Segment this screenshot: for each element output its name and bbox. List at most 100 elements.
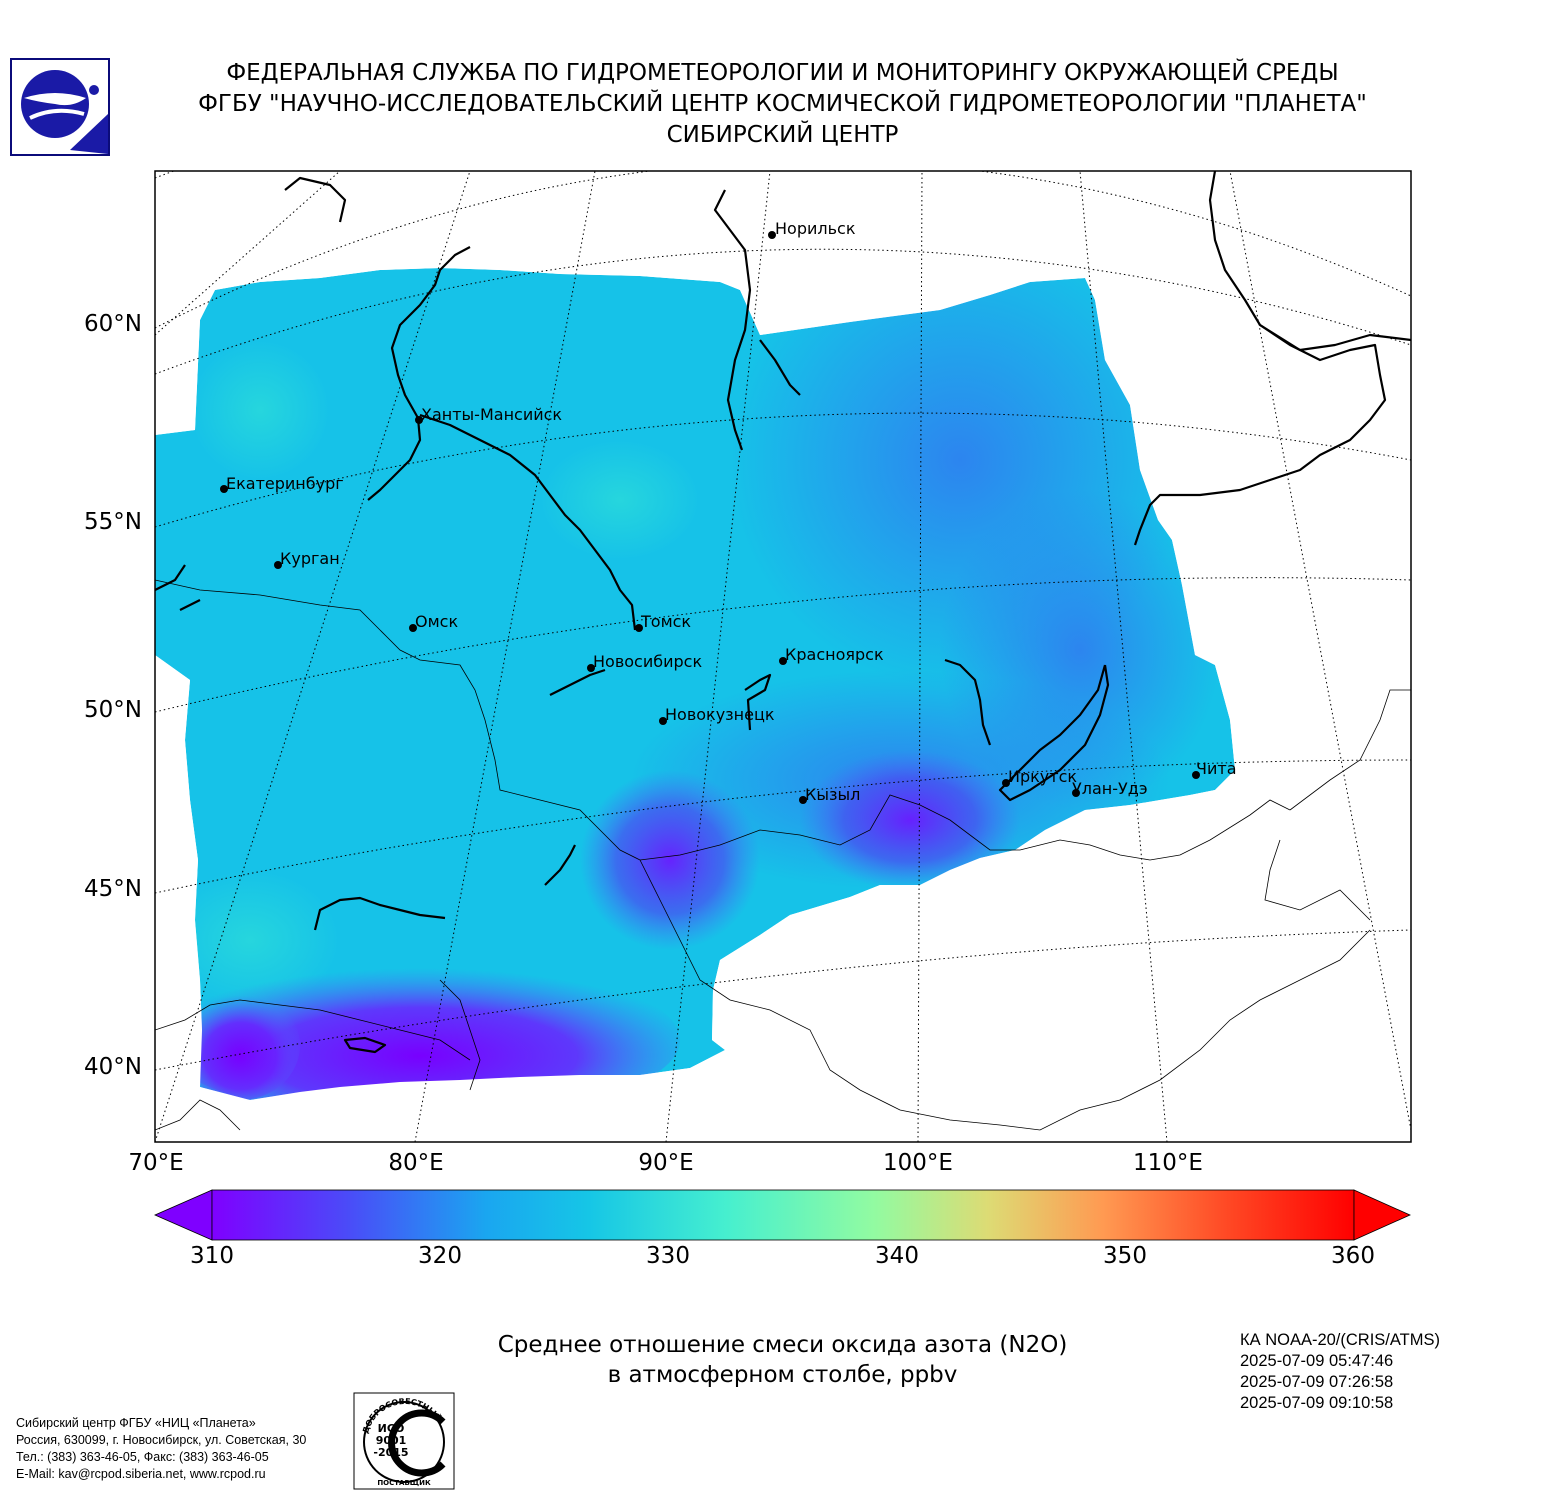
product-title-line-1: Среднее отношение смеси оксида азота (N2… (497, 1332, 1068, 1358)
border-cn-mn (639, 859, 1371, 1131)
city-label-krasnoyarsk: Красноярск (785, 645, 884, 664)
coverage-mask (0, 0, 1550, 1160)
lon-label-90: 90°E (638, 1150, 694, 1176)
lake-zaysan (544, 844, 576, 886)
border-ru-mn (639, 794, 1291, 861)
colorbar-tick-320: 320 (418, 1243, 462, 1269)
header-line-1: ФЕДЕРАЛЬНАЯ СЛУЖБА ПО ГИДРОМЕТЕОРОЛОГИИ … (226, 60, 1339, 86)
lon-label-100: 100°E (883, 1150, 953, 1176)
colorbar-max-extend (1353, 1189, 1411, 1241)
river-angara (944, 658, 992, 746)
product-title: Среднее отношение смеси оксида азота (N2… (370, 1330, 1195, 1390)
lat-label-40: 40°N (84, 1054, 142, 1080)
colorbar-tick-340: 340 (875, 1243, 919, 1269)
parallel-70 (155, 171, 176, 179)
lake-issykkul (343, 1036, 387, 1054)
low-area-southwest (180, 990, 300, 1100)
iso-center-3: -2015 (373, 1446, 408, 1459)
country-borders (155, 579, 1411, 1131)
city-label-tomsk: Томск (640, 612, 691, 631)
footer-line-3: Тел.: (383) 363-46-05, Факс: (383) 363-4… (16, 1450, 269, 1464)
footer-line-1: Сибирский центр ФГБУ «НИЦ «Планета» (16, 1416, 256, 1430)
satellite-time-1: 2025-07-09 05:47:46 (1240, 1352, 1394, 1370)
product-title-line-2: в атмосферном столбе, ppbv (607, 1362, 958, 1388)
colorbar (154, 1189, 1411, 1241)
map-frame (154, 170, 1412, 1143)
lon-label-110: 110°E (1133, 1150, 1203, 1176)
city-dot-novokuznetsk (659, 717, 667, 725)
graticule (155, 171, 1411, 1142)
border-ru-kz (155, 579, 641, 861)
colorbar-tick-310: 310 (190, 1243, 234, 1269)
lon-label-70: 70°E (128, 1150, 184, 1176)
lon-label-80: 80°E (388, 1150, 444, 1176)
colorbar-tick-350: 350 (1103, 1243, 1147, 1269)
colorbar-gradient (211, 1189, 1355, 1241)
city-dot-kurgan (274, 561, 282, 569)
city-label-kurgan: Курган (280, 549, 340, 568)
satellite-time-2: 2025-07-09 07:26:58 (1240, 1373, 1394, 1391)
header-line-2: ФГБУ "НАУЧНО-ИССЛЕДОВАТЕЛЬСКИЙ ЦЕНТР КОС… (198, 91, 1367, 117)
city-label-ulan-ude: Улан-Удэ (1072, 779, 1148, 798)
city-dot-kyzyl (799, 796, 807, 804)
coast-west (155, 564, 201, 611)
coast-yamal (284, 176, 347, 223)
teal-patch-1 (540, 440, 700, 560)
lake-baikal (998, 664, 1110, 802)
iso-center-2: 9001 (376, 1434, 407, 1447)
parallel-45 (155, 759, 1411, 894)
city-dot-krasnoyarsk (779, 657, 787, 665)
parallel-60 (155, 171, 1411, 329)
city-dot-khanty-mansiysk (415, 416, 423, 424)
parallel-50-upper (155, 577, 1411, 713)
header-line-3: СИБИРСКИЙ ЦЕНТР (666, 122, 899, 148)
meridian-90 (665, 171, 771, 1142)
city-dot-omsk (409, 624, 417, 632)
low-area-tuva (800, 750, 1020, 890)
teal-patch-3 (190, 340, 330, 480)
city-markers (220, 231, 1200, 804)
river-yenisei-south (744, 673, 772, 731)
city-label-chita: Чита (1196, 759, 1237, 778)
map-panel: Норильск Ханты-Мансийск Екатеринбург Кур… (0, 0, 1550, 1160)
city-label-khanty-mansiysk: Ханты-Мансийск (421, 405, 562, 424)
footer-contacts: Сибирский центр ФГБУ «НИЦ «Планета» Росс… (16, 1415, 306, 1483)
meridian-110 (1079, 171, 1168, 1142)
river-tunguska (759, 339, 801, 396)
river-ob (419, 413, 637, 631)
lat-label-55: 55°N (84, 509, 142, 535)
city-dot-yekaterinburg (220, 485, 228, 493)
city-label-omsk: Омск (415, 612, 458, 631)
meridian-60 (155, 171, 341, 336)
parallel-55-upper (155, 412, 1411, 528)
rivers-coastlines (155, 171, 1411, 1054)
city-label-yekaterinburg: Екатеринбург (226, 474, 344, 493)
lat-label-45: 45°N (84, 876, 142, 902)
border-cn-east (1264, 839, 1371, 921)
colorbar-tick-330: 330 (646, 1243, 690, 1269)
city-label-irkutsk: Иркутск (1008, 767, 1077, 786)
map-content: Норильск Ханты-Мансийск Екатеринбург Кур… (0, 0, 1550, 1160)
border-kz-kg (155, 999, 471, 1061)
city-dot-novosibirsk (587, 664, 595, 672)
lake-balkhash (313, 896, 446, 931)
planeta-logo (10, 58, 110, 156)
city-dot-tomsk (635, 624, 643, 632)
lat-label-60: 60°N (84, 311, 142, 337)
low-area-altai (580, 770, 760, 950)
iso-center-1: ИСО (378, 1422, 405, 1435)
border-tj (155, 1099, 241, 1131)
meridian-70 (155, 171, 471, 1142)
river-ob-north (367, 246, 471, 501)
iso-bottom-text: ПОСТАВЩИК (377, 1479, 431, 1487)
colorbar-min-extend (154, 1189, 213, 1241)
city-dot-irkutsk (1002, 779, 1010, 787)
city-dot-chita (1192, 771, 1200, 779)
footer-line-2: Россия, 630099, г. Новосибирск, ул. Сове… (16, 1433, 307, 1447)
meridian-120 (1229, 171, 1411, 1131)
colorbar-tick-360: 360 (1331, 1243, 1375, 1269)
footer-line-4: E-Mail: kav@rcpod.siberia.net, www.rcpod… (16, 1467, 266, 1481)
iso-c-mark (388, 1409, 446, 1477)
border-kz-cn (439, 979, 481, 1091)
